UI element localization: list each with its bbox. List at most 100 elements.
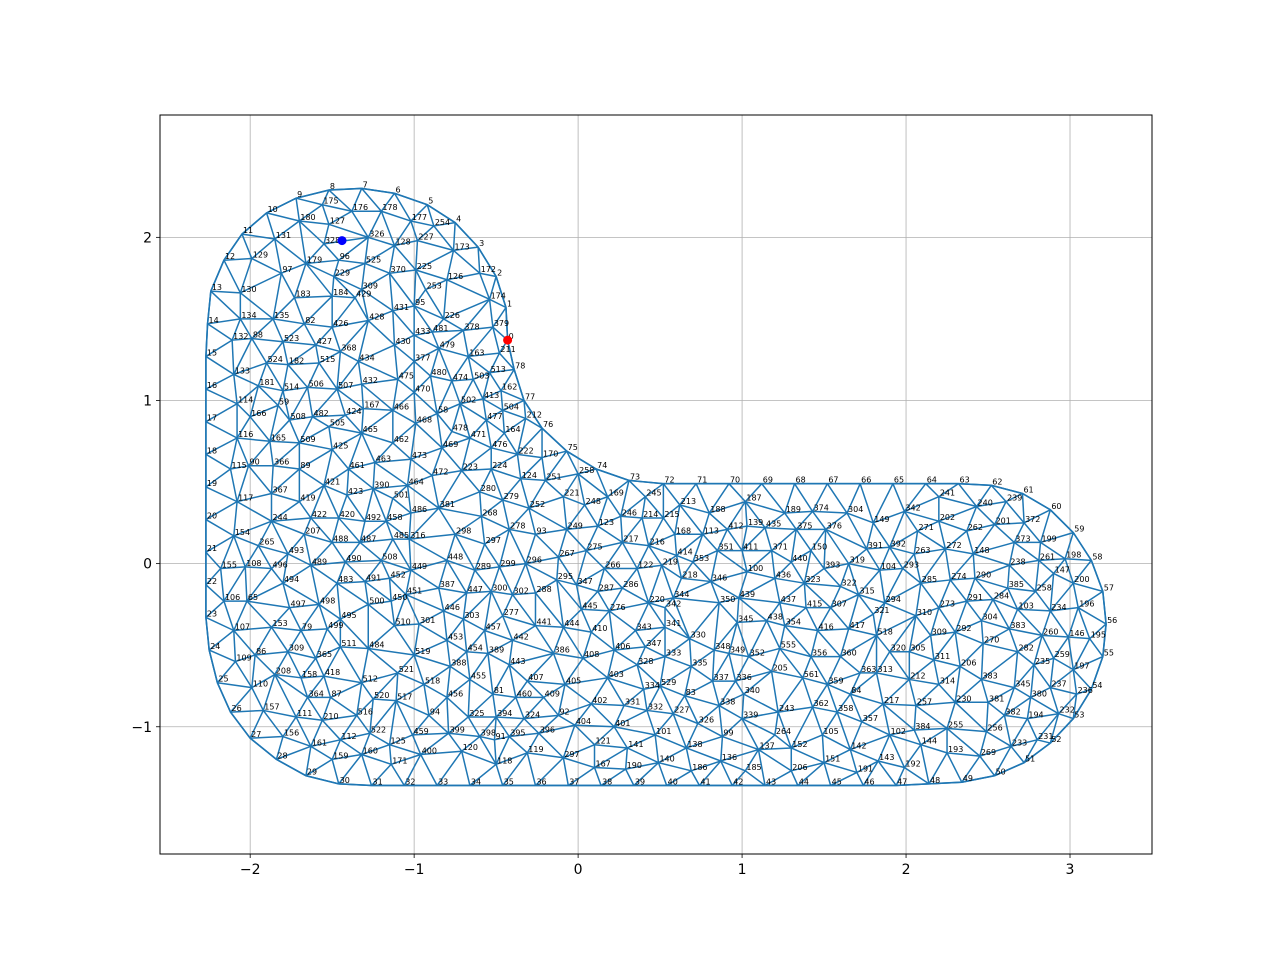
node-label: 386 (555, 645, 570, 654)
mesh-edge (811, 683, 828, 708)
node-label: 59 (279, 397, 289, 406)
node-label: 156 (284, 729, 299, 738)
mesh-edge (340, 603, 369, 620)
mesh-edge (985, 714, 1005, 733)
mesh-edge (205, 486, 238, 503)
mesh-edge (721, 718, 743, 738)
mesh-edge (388, 700, 397, 745)
mesh-edge (614, 726, 656, 736)
node-label: 138 (687, 740, 702, 749)
node-label: 160 (363, 746, 378, 755)
mesh-edge (364, 262, 390, 274)
node-label: 244 (272, 513, 287, 522)
mesh-edge (495, 752, 528, 765)
mesh-edge (205, 617, 210, 651)
node-label: 324 (525, 711, 540, 720)
node-label: 335 (692, 658, 707, 667)
mesh-edge (981, 651, 1019, 681)
mesh-edge (621, 517, 643, 543)
node-label: 512 (363, 675, 378, 684)
mesh-edge (265, 212, 276, 240)
mesh-edge (764, 526, 797, 531)
node-label: 396 (540, 725, 555, 734)
node-label: 30 (340, 776, 350, 785)
mesh-edge (949, 579, 968, 602)
mesh-edge (207, 323, 233, 341)
mesh-edge (624, 747, 629, 770)
node-label: 238 (1010, 557, 1025, 566)
node-label: 166 (251, 409, 266, 418)
node-label: 270 (984, 636, 999, 645)
mesh-edge (482, 390, 502, 400)
mesh-edge (1058, 712, 1074, 720)
mesh-edge (528, 496, 564, 509)
node-label: 442 (514, 632, 529, 641)
mesh-edge (830, 607, 850, 630)
mesh-edge (323, 646, 342, 677)
mesh-edge (392, 310, 396, 346)
mesh-edge (654, 734, 687, 749)
mesh-edge (954, 678, 982, 703)
mesh-edge (360, 408, 365, 434)
mesh-edge (258, 544, 289, 555)
node-label: 491 (366, 574, 381, 583)
mesh-edge (636, 664, 661, 687)
node-label: 226 (445, 311, 460, 320)
mesh-edge (594, 743, 628, 749)
mesh-edge (544, 479, 564, 498)
node-label: 424 (346, 407, 361, 416)
mesh-edge (449, 665, 471, 681)
node-label: 7 (363, 180, 368, 189)
mesh-edge (662, 517, 676, 535)
mesh-edge (1017, 651, 1035, 666)
mesh-edge (389, 569, 412, 580)
node-label: 524 (268, 355, 283, 364)
mesh-edge (686, 747, 722, 762)
node-label: 561 (804, 670, 819, 679)
node-label: 456 (448, 689, 463, 698)
node-label: 40 (668, 777, 678, 786)
mesh-edge (914, 548, 946, 555)
mesh-edge (1038, 559, 1055, 574)
mesh-edge (446, 639, 467, 653)
mesh-edge (1072, 559, 1092, 584)
mesh-edge (958, 482, 992, 487)
mesh-edge (502, 594, 514, 617)
node-label: 169 (609, 489, 624, 498)
mesh-edge (454, 515, 482, 535)
mesh-edge (339, 618, 369, 649)
mesh-edge (915, 701, 956, 707)
mesh-edge (512, 624, 536, 641)
mesh-edge (821, 711, 838, 736)
node-label: 135 (274, 311, 289, 320)
mesh-edge (517, 453, 543, 459)
mesh-edge (528, 507, 537, 535)
mesh-edge (205, 437, 238, 455)
mesh-edge (321, 204, 330, 225)
node-label: 38 (602, 777, 612, 786)
mesh-edge (848, 613, 874, 630)
mesh-edge (482, 372, 491, 400)
mesh-edge (976, 505, 996, 525)
node-label: 288 (536, 585, 551, 594)
mesh-edge (990, 484, 1007, 503)
mesh-edge (205, 584, 225, 602)
mesh-edge (609, 602, 649, 612)
mesh-edge (315, 657, 325, 677)
mesh-edge (331, 432, 363, 451)
mesh-edge (734, 656, 750, 682)
mesh-edge (331, 297, 356, 328)
mesh-edge (298, 501, 312, 519)
node-label: 43 (766, 777, 776, 786)
mesh-edge (500, 390, 525, 402)
mesh-edge (249, 404, 279, 418)
node-label: 337 (714, 673, 729, 682)
node-label: 459 (414, 727, 429, 736)
node-label: 514 (284, 383, 299, 392)
mesh-edge (581, 608, 610, 612)
mesh-edge (388, 578, 392, 602)
mesh-edge (689, 602, 720, 640)
mesh-edge (257, 385, 279, 406)
node-label: 457 (486, 623, 501, 632)
